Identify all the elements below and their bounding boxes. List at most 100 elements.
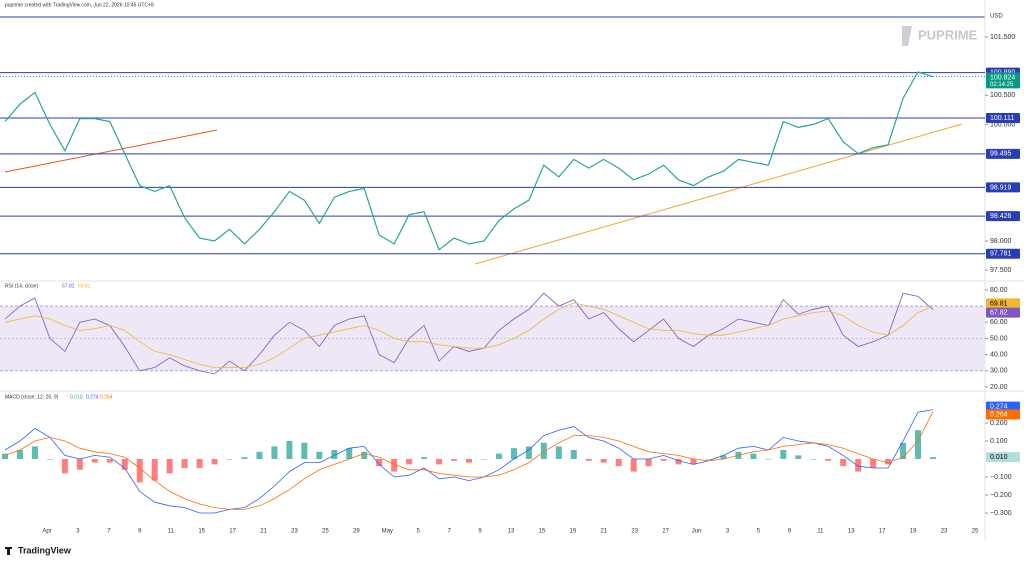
x-tick-label: 5 <box>757 529 761 535</box>
x-tick-label: 3 <box>76 529 80 535</box>
y-tick-label: 30.00 <box>990 368 1008 375</box>
x-tick-label: 17 <box>229 529 236 535</box>
histogram-bar <box>181 458 188 468</box>
histogram-bar <box>480 458 487 460</box>
indicator-value: 0.274 <box>86 394 99 400</box>
histogram-bar <box>870 458 877 468</box>
x-tick-label: 23 <box>291 529 298 535</box>
histogram-bar <box>196 458 203 468</box>
badge-label: 69.81 <box>990 300 1008 307</box>
histogram-bar <box>331 449 338 459</box>
y-tick-label: −0.100 <box>990 474 1012 481</box>
histogram-bar <box>91 458 98 463</box>
histogram-bar <box>885 458 892 465</box>
histogram-bar <box>825 458 832 461</box>
badge-label: 67.82 <box>990 309 1008 316</box>
histogram-bar <box>361 451 368 459</box>
histogram-bar <box>600 458 607 463</box>
histogram-bar <box>765 458 772 460</box>
series-line <box>4 71 934 251</box>
unit: USD <box>990 14 1003 20</box>
level-badge <box>986 112 1020 123</box>
series-line <box>4 292 934 375</box>
y-tick-label: 40.00 <box>990 351 1008 358</box>
histogram-bar <box>720 455 727 459</box>
badge-label: 0.274 <box>990 403 1008 410</box>
x-tick-label: 19 <box>910 529 917 535</box>
histogram-bar <box>226 458 233 460</box>
histogram-bar <box>211 458 218 465</box>
footer-icon <box>5 547 12 555</box>
histogram-bar <box>241 457 248 459</box>
x-tick-label: 9 <box>138 529 142 535</box>
histogram-bar <box>466 458 472 463</box>
histogram-bar <box>76 458 83 470</box>
badge-bg <box>986 452 1020 463</box>
histogram-bar <box>555 446 562 459</box>
indicator-value: 0.010 <box>70 394 83 400</box>
y-tick-label: 98.000 <box>990 238 1012 245</box>
histogram-bar <box>540 442 547 459</box>
y-tick-label: 50.00 <box>990 335 1008 342</box>
logo-text: PUPRIME <box>918 27 978 42</box>
x-tick-label: 7 <box>447 529 451 535</box>
x-tick-label: 21 <box>260 529 267 535</box>
histogram-bar <box>271 446 278 459</box>
y-tick-label: 0.100 <box>990 438 1008 445</box>
trend-line <box>4 129 218 173</box>
x-tick-label: 17 <box>879 529 886 535</box>
x-tick-label: 23 <box>631 529 638 535</box>
histogram-bar <box>31 446 38 459</box>
histogram-bar <box>151 458 158 481</box>
histogram-bar <box>16 449 23 459</box>
histogram-bar <box>436 458 443 465</box>
histogram-bar <box>675 458 682 465</box>
y-tick-label: −0.200 <box>990 492 1012 499</box>
x-tick-label: 7 <box>107 529 111 535</box>
indicator-title: RSI (14, close) <box>5 283 38 289</box>
level-label: 99.495 <box>990 151 1012 158</box>
x-tick-label: 29 <box>353 529 360 535</box>
x-tick-label: 5 <box>417 529 421 535</box>
series-line <box>4 302 934 368</box>
x-tick-label: 9 <box>478 529 482 535</box>
histogram-bar <box>376 458 383 467</box>
y-tick-label: −0.300 <box>990 510 1012 517</box>
histogram-bar <box>660 458 667 461</box>
y-tick-label: 97.500 <box>990 267 1012 274</box>
level-label: 97.781 <box>990 251 1012 258</box>
x-tick-label: May <box>382 529 393 535</box>
histogram-bar <box>121 458 128 470</box>
histogram-bar <box>286 440 293 459</box>
histogram-bar <box>915 430 922 459</box>
y-tick-label: 0.200 <box>990 420 1008 427</box>
level-badge <box>986 148 1020 159</box>
histogram-bar <box>630 458 637 472</box>
indicator-value: 0.264 <box>100 394 113 400</box>
x-tick-label: 27 <box>662 529 669 535</box>
histogram-bar <box>570 449 577 459</box>
histogram-bar <box>136 458 143 483</box>
histogram-bar <box>510 448 517 459</box>
histogram-bar <box>2 453 8 459</box>
x-tick-label: 25 <box>972 529 979 535</box>
histogram-bar <box>256 451 263 459</box>
header: puprime created with TradingView.com, Ju… <box>5 2 154 8</box>
histogram-bar <box>615 458 622 467</box>
x-tick-label: 23 <box>941 529 948 535</box>
badge-label: 0.264 <box>990 411 1008 418</box>
y-tick-label: 60.00 <box>990 319 1008 326</box>
histogram-bar <box>705 458 712 460</box>
histogram-bar <box>166 458 173 474</box>
histogram-bar <box>61 458 68 474</box>
x-tick-label: 21 <box>600 529 607 535</box>
badge-bg <box>986 307 1020 318</box>
histogram-bar <box>106 458 113 463</box>
histogram-bar <box>930 457 936 459</box>
level-badge <box>986 211 1020 222</box>
histogram-bar <box>316 451 323 459</box>
x-tick-label: 13 <box>508 529 515 535</box>
y-tick-label: 100.000 <box>990 121 1015 128</box>
histogram-bar <box>645 458 652 467</box>
